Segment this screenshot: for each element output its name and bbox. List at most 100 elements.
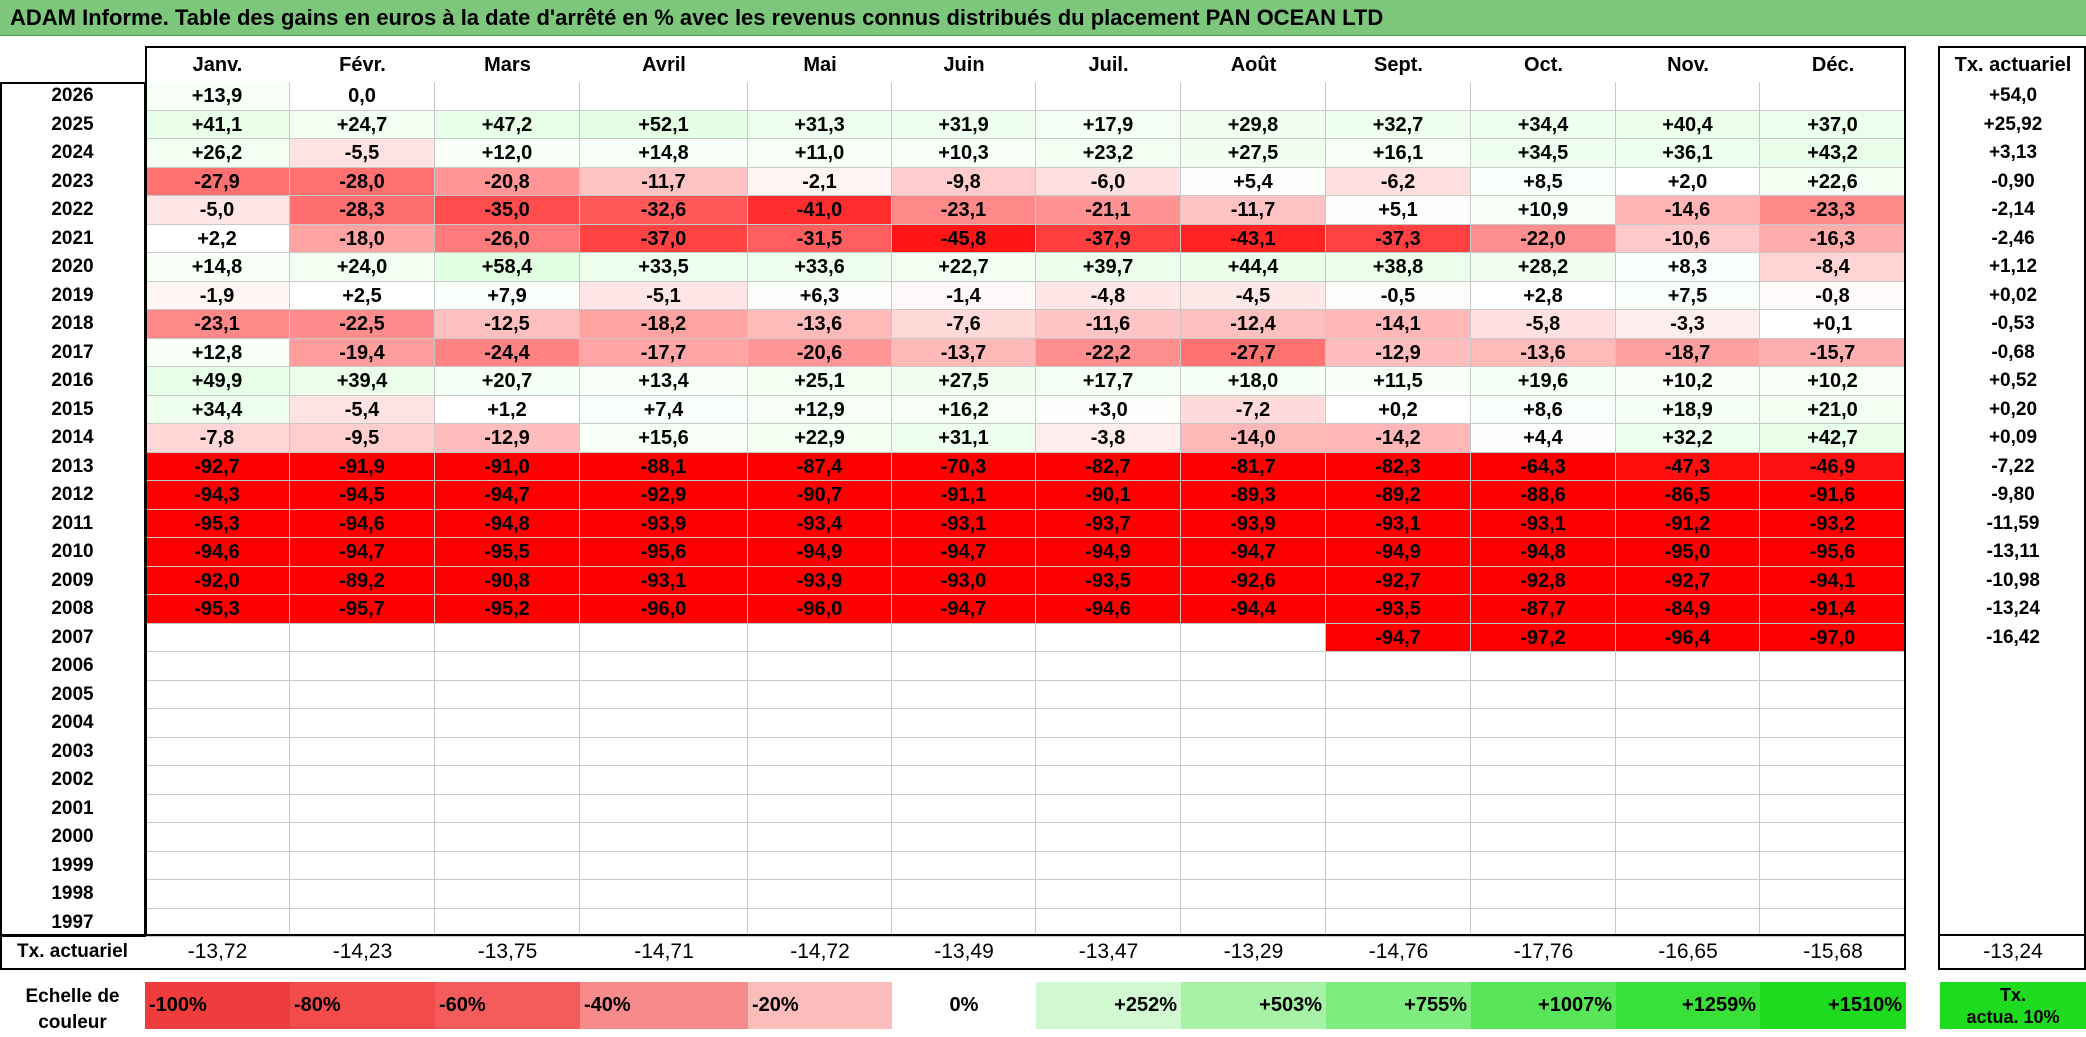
table-cell: -97,2: [1471, 623, 1616, 652]
table-cell: [145, 823, 290, 852]
table-cell: -84,9: [1616, 595, 1760, 624]
table-cell: [1760, 680, 1906, 709]
table-cell: [1471, 908, 1616, 937]
table-cell: [1326, 823, 1471, 852]
table-cell: +32,2: [1616, 424, 1760, 453]
table-cell: [1181, 766, 1326, 795]
year-label: 2023: [51, 170, 94, 192]
table-cell: -0,5: [1326, 281, 1471, 310]
table-cell: +2,8: [1471, 281, 1616, 310]
table-cell: [1326, 766, 1471, 795]
table-cell: -94,7: [892, 595, 1036, 624]
table-cell: -93,9: [580, 509, 748, 538]
table-cell: -92,0: [145, 566, 290, 595]
table-cell: -94,4: [1181, 595, 1326, 624]
table-cell: [580, 652, 748, 681]
table-cell: +31,9: [892, 110, 1036, 139]
table-cell: -11,7: [1181, 196, 1326, 225]
table-cell: [748, 709, 892, 738]
table-cell: [1326, 709, 1471, 738]
year-label: 2024: [51, 142, 94, 163]
table-cell: -14,6: [1616, 196, 1760, 225]
year-label: 2009: [51, 569, 94, 591]
table-cell: -93,5: [1036, 566, 1181, 595]
table-cell: -23,1: [892, 196, 1036, 225]
table-cell: -5,5: [290, 139, 435, 168]
table-cell: [1471, 680, 1616, 709]
table-cell: -26,0: [435, 224, 580, 253]
table-cell: [1181, 623, 1326, 652]
footer-value: -13,49: [934, 940, 994, 963]
table-cell: -27,9: [145, 167, 290, 196]
table-cell: [435, 709, 580, 738]
table-cell: [1471, 737, 1616, 766]
page-title: ADAM Informe. Table des gains en euros à…: [0, 0, 2086, 36]
month-header: Avril: [642, 54, 686, 76]
table-cell: [435, 880, 580, 909]
table-cell: +18,0: [1181, 367, 1326, 396]
annual-rate-cell: [1940, 652, 2086, 681]
table-cell: -91,9: [290, 452, 435, 481]
table-cell: -14,2: [1326, 424, 1471, 453]
table-cell: +12,8: [145, 338, 290, 367]
table-cell: +16,1: [1326, 139, 1471, 168]
table-cell: [892, 766, 1036, 795]
table-cell: [748, 652, 892, 681]
table-cell: +41,1: [145, 110, 290, 139]
table-cell: -23,3: [1760, 196, 1906, 225]
table-cell: [145, 709, 290, 738]
annual-rate-cell: +0,20: [1988, 398, 2038, 420]
table-cell: -92,9: [580, 481, 748, 510]
table-cell: +22,6: [1760, 167, 1906, 196]
table-cell: [1036, 82, 1181, 111]
table-cell: [580, 880, 748, 909]
scale-swatch: -40%: [580, 982, 748, 1029]
table-cell: -11,6: [1036, 310, 1181, 339]
table-cell: [1036, 680, 1181, 709]
table-cell: -95,5: [435, 538, 580, 567]
table-cell: +33,6: [748, 253, 892, 282]
table-cell: -93,1: [892, 509, 1036, 538]
table-cell: +1,2: [435, 395, 580, 424]
annual-rate-cell: -2,14: [1991, 199, 2035, 220]
footer-value: -13,29: [1223, 940, 1284, 963]
table-cell: [1760, 908, 1906, 937]
table-cell: -16,3: [1760, 224, 1906, 253]
table-cell: +0,2: [1326, 395, 1471, 424]
table-cell: [435, 766, 580, 795]
table-cell: [1471, 851, 1616, 880]
table-cell: [1181, 908, 1326, 937]
table-cell: [290, 794, 435, 823]
table-cell: +8,3: [1616, 253, 1760, 282]
table-cell: [1036, 851, 1181, 880]
year-label: 2026: [51, 85, 94, 106]
table-cell: [1326, 880, 1471, 909]
table-cell: +19,6: [1471, 367, 1616, 396]
table-cell: [290, 766, 435, 795]
table-cell: +23,2: [1036, 139, 1181, 168]
table-cell: -95,3: [145, 595, 290, 624]
month-header: Sept.: [1374, 54, 1423, 76]
table-cell: -92,7: [145, 452, 290, 481]
table-cell: +39,7: [1036, 253, 1181, 282]
table-cell: -5,8: [1471, 310, 1616, 339]
table-cell: [580, 680, 748, 709]
table-cell: [435, 908, 580, 937]
table-cell: -6,0: [1036, 167, 1181, 196]
table-cell: -22,2: [1036, 338, 1181, 367]
annual-rate-cell: +0,52: [1988, 370, 2038, 391]
table-cell: [1471, 794, 1616, 823]
scale-swatch: +755%: [1326, 982, 1471, 1029]
table-cell: [580, 766, 748, 795]
table-cell: [1326, 680, 1471, 709]
table-cell: -7,2: [1181, 395, 1326, 424]
year-label: 2016: [51, 370, 94, 391]
table-cell: -94,5: [290, 481, 435, 510]
table-cell: -93,7: [1036, 509, 1181, 538]
table-cell: +27,5: [892, 367, 1036, 396]
table-cell: [580, 851, 748, 880]
month-header: Juil.: [1088, 54, 1129, 76]
table-cell: -90,7: [748, 481, 892, 510]
table-cell: [1326, 737, 1471, 766]
scale-annual-line: Tx.: [1999, 985, 2026, 1005]
